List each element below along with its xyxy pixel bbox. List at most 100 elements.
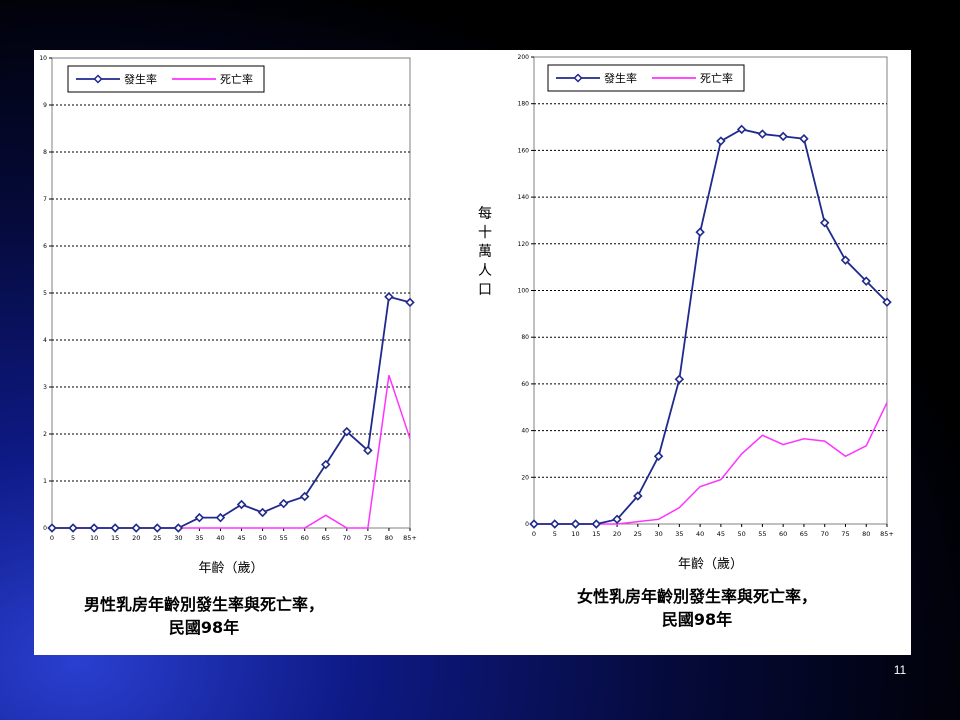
female-incidence-point	[674, 374, 685, 384]
male-incidence-point	[278, 498, 289, 509]
female-y-tick-label: 140	[518, 194, 530, 201]
male-incidence-point	[405, 297, 415, 308]
male-y-tick-label: 1	[43, 478, 47, 485]
female-x-tick-label: 0	[532, 530, 536, 538]
male-x-axis-label: 年齡（歲）	[198, 561, 263, 576]
female-y-tick-label: 40	[521, 428, 529, 435]
female-y-tick-label: 80	[521, 334, 529, 341]
male-y-tick-label: 2	[43, 431, 47, 438]
male-mortality-line	[52, 375, 411, 529]
female-x-tick-label: 50	[738, 530, 746, 538]
male-x-tick-label: 85+	[403, 534, 417, 542]
slide-panel: 0 1 2 3 4 5 6 7 8 9 10 0 5 10 15 20 25 30 35 40 45 50 55 60 65 70…	[34, 50, 911, 655]
female-incidence-point	[633, 491, 643, 501]
female-incidence-point	[529, 519, 539, 529]
male-incidence-point	[194, 512, 205, 523]
female-incidence-point	[695, 227, 705, 237]
female-mortality-line	[534, 402, 888, 525]
female-legend-mortality-label: 死亡率	[700, 71, 733, 85]
female-x-tick-label: 15	[592, 530, 600, 538]
female-x-tick-label: 85+	[880, 530, 894, 538]
male-x-tick-label: 45	[237, 534, 245, 542]
male-y-tick-label: 0	[43, 525, 47, 532]
male-incidence-point	[257, 507, 268, 518]
female-incidence-point	[819, 218, 830, 228]
male-incidence-point	[363, 445, 373, 456]
left-chart-caption: 男性乳房年齡別發生率與死亡率， 民國98年	[54, 593, 354, 639]
male-y-tick-label: 7	[43, 196, 47, 203]
male-incidence-point	[152, 523, 163, 533]
left-caption-line-2: 民國98年	[168, 618, 240, 637]
female-x-tick-label: 70	[821, 530, 829, 538]
male-x-tick-label: 55	[280, 534, 288, 542]
female-x-tick-label: 65	[800, 530, 808, 538]
female-y-axis-label-char: 每	[478, 206, 492, 222]
female-y-tick-label: 60	[521, 381, 529, 388]
male-incidence-point	[321, 459, 331, 470]
male-x-tick-label: 35	[195, 534, 203, 542]
female-x-tick-label: 35	[675, 530, 683, 538]
female-incidence-point	[570, 519, 581, 529]
female-x-axis-label: 年齡（歲）	[678, 557, 743, 572]
right-chart-caption: 女性乳房年齡別發生率與死亡率， 民國98年	[557, 585, 837, 631]
female-incidence-point	[653, 451, 664, 462]
female-incidence-point	[591, 519, 602, 529]
male-x-tick-label: 60	[301, 534, 309, 542]
female-y-tick-label: 100	[518, 288, 530, 295]
left-caption-line-1: 男性乳房年齡別發生率與死亡率，	[83, 595, 324, 614]
male-incidence-point	[131, 523, 141, 533]
female-incidence-point	[612, 514, 622, 525]
male-incidence-point	[299, 491, 310, 502]
male-x-tick-label: 5	[71, 534, 75, 542]
female-incidence-point	[757, 129, 768, 139]
female-y-axis-label-char: 萬	[478, 244, 492, 260]
male-x-tick-label: 15	[111, 534, 119, 542]
male-legend: 發生率 死亡率	[67, 65, 265, 93]
male-x-tick-label: 25	[153, 534, 161, 542]
female-x-tick-label: 80	[862, 530, 870, 538]
male-legend-incidence-marker	[93, 74, 103, 84]
male-x-tick-label: 75	[364, 534, 372, 542]
male-incidence-point	[89, 523, 99, 533]
male-incidence-line	[52, 295, 411, 529]
male-x-tick-label: 50	[258, 534, 266, 542]
male-x-tick-label: 10	[90, 534, 98, 542]
female-y-tick-label: 120	[518, 241, 530, 248]
male-incidence-point	[47, 523, 57, 533]
male-y-tick-label: 10	[39, 55, 47, 62]
male-y-tick-label: 6	[43, 243, 47, 250]
slide-number: 11	[893, 663, 907, 677]
female-incidence-point	[778, 131, 788, 142]
female-incidence-point	[799, 133, 809, 144]
female-legend-incidence-marker	[573, 73, 583, 83]
female-legend-incidence-label: 發生率	[604, 71, 637, 85]
female-x-tick-label: 25	[634, 530, 642, 538]
female-x-tick-label: 60	[779, 530, 787, 538]
female-y-tick-label: 20	[521, 474, 529, 481]
male-y-tick-label: 9	[43, 102, 47, 109]
female-x-tick-label: 55	[758, 530, 766, 538]
male-incidence-point	[110, 523, 120, 533]
male-x-tick-label: 30	[174, 534, 182, 542]
female-incidence-point	[716, 136, 726, 146]
female-incidence-point	[840, 255, 851, 265]
female-incidence-point	[882, 297, 892, 307]
female-y-tick-label: 160	[518, 147, 530, 154]
female-incidence-point	[861, 276, 871, 286]
female-x-tick-label: 45	[717, 530, 725, 538]
male-y-tick-label: 3	[43, 384, 47, 391]
female-y-tick-label: 0	[525, 521, 529, 528]
female-x-tick-label: 75	[841, 530, 849, 538]
male-x-tick-label: 70	[343, 534, 351, 542]
male-x-tick-label: 40	[216, 534, 224, 542]
female-x-tick-label: 20	[613, 530, 621, 538]
male-incidence-point	[68, 523, 78, 533]
right-caption-line-1: 女性乳房年齡別發生率與死亡率，	[576, 587, 817, 606]
male-y-tick-label: 8	[43, 149, 47, 156]
female-incidence-line	[534, 128, 888, 525]
male-incidence-point	[384, 292, 394, 302]
male-incidence-point	[236, 499, 247, 510]
male-incidence-point	[342, 426, 352, 437]
male-x-tick-label: 65	[322, 534, 330, 542]
